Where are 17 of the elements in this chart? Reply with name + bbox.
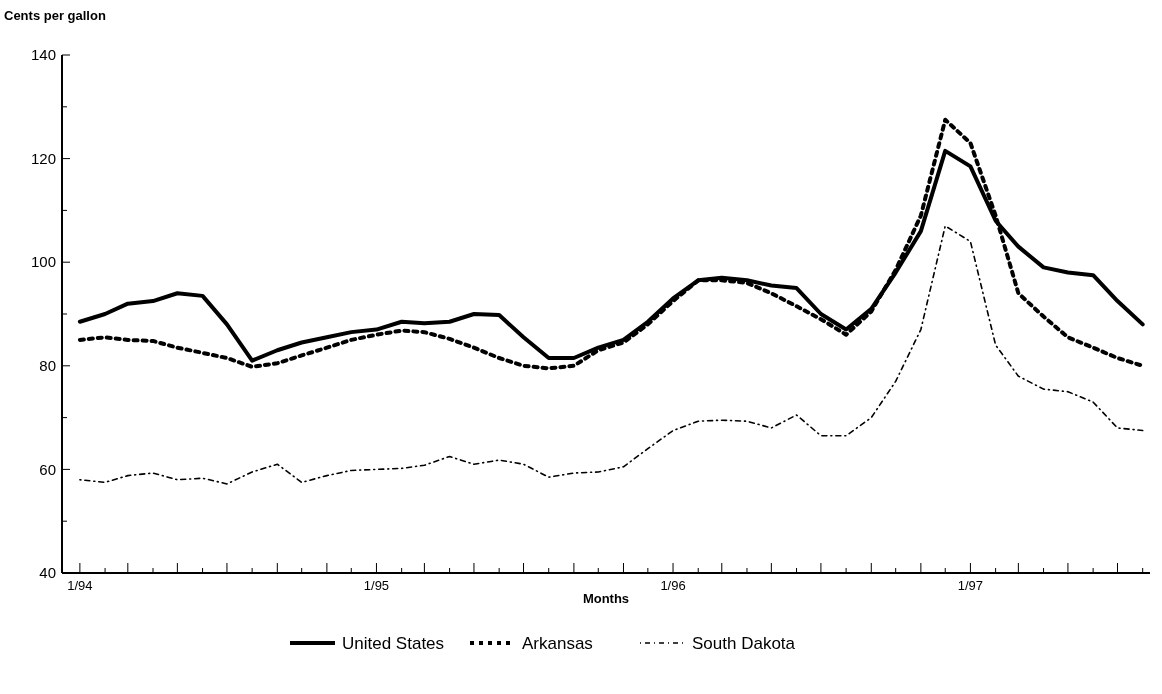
legend-label: Arkansas	[522, 634, 593, 653]
y-tick-label: 140	[30, 46, 56, 64]
line-series	[79, 225, 1144, 485]
x-tick-label: 1/97	[957, 578, 984, 593]
x-axis-title: Months	[582, 591, 630, 606]
x-tick-label: 1/94	[67, 578, 93, 593]
y-tick-label: 100	[30, 253, 56, 271]
y-axis-title: Cents per gallon	[4, 8, 106, 23]
x-tick-label: 1/95	[363, 578, 390, 593]
y-tick-label: 60	[39, 460, 56, 478]
legend-label: United States	[342, 634, 445, 653]
y-tick-label: 120	[30, 149, 56, 167]
x-tick-label: 1/96	[660, 578, 686, 593]
y-tick-label: 80	[39, 357, 56, 375]
legend-label: South Dakota	[692, 634, 796, 653]
y-tick-label: 40	[39, 564, 56, 582]
line-series	[77, 117, 1145, 371]
